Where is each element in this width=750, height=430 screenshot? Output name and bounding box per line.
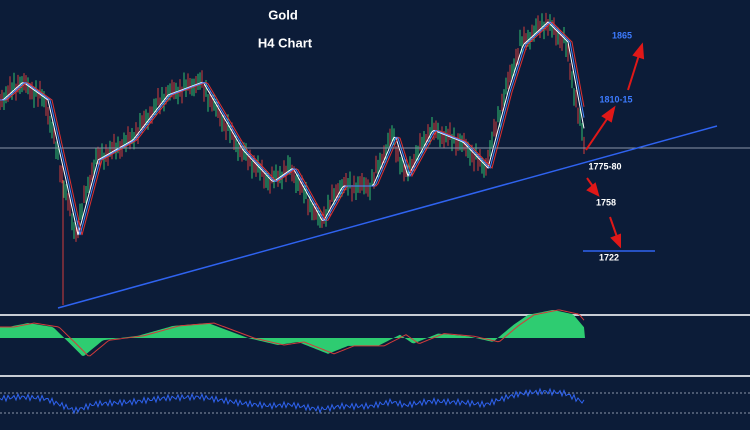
price-panel	[0, 12, 585, 305]
level-label: 1865	[612, 30, 632, 40]
arrows	[585, 42, 645, 249]
macd-panel	[0, 309, 585, 357]
rsi-panel	[0, 387, 585, 415]
moving-average	[0, 21, 585, 236]
macd-signal	[0, 309, 585, 357]
moving-average	[0, 21, 585, 236]
trendline	[57, 125, 718, 309]
level-label: 1758	[596, 197, 616, 207]
chart-title: Gold	[268, 7, 298, 22]
level-label: 1722	[599, 252, 619, 262]
moving-average	[0, 21, 585, 236]
level-label: 1810-15	[599, 94, 632, 104]
level-label: 1775-80	[588, 161, 621, 171]
chart-subtitle: H4 Chart	[258, 35, 313, 50]
rsi-line	[0, 387, 585, 415]
